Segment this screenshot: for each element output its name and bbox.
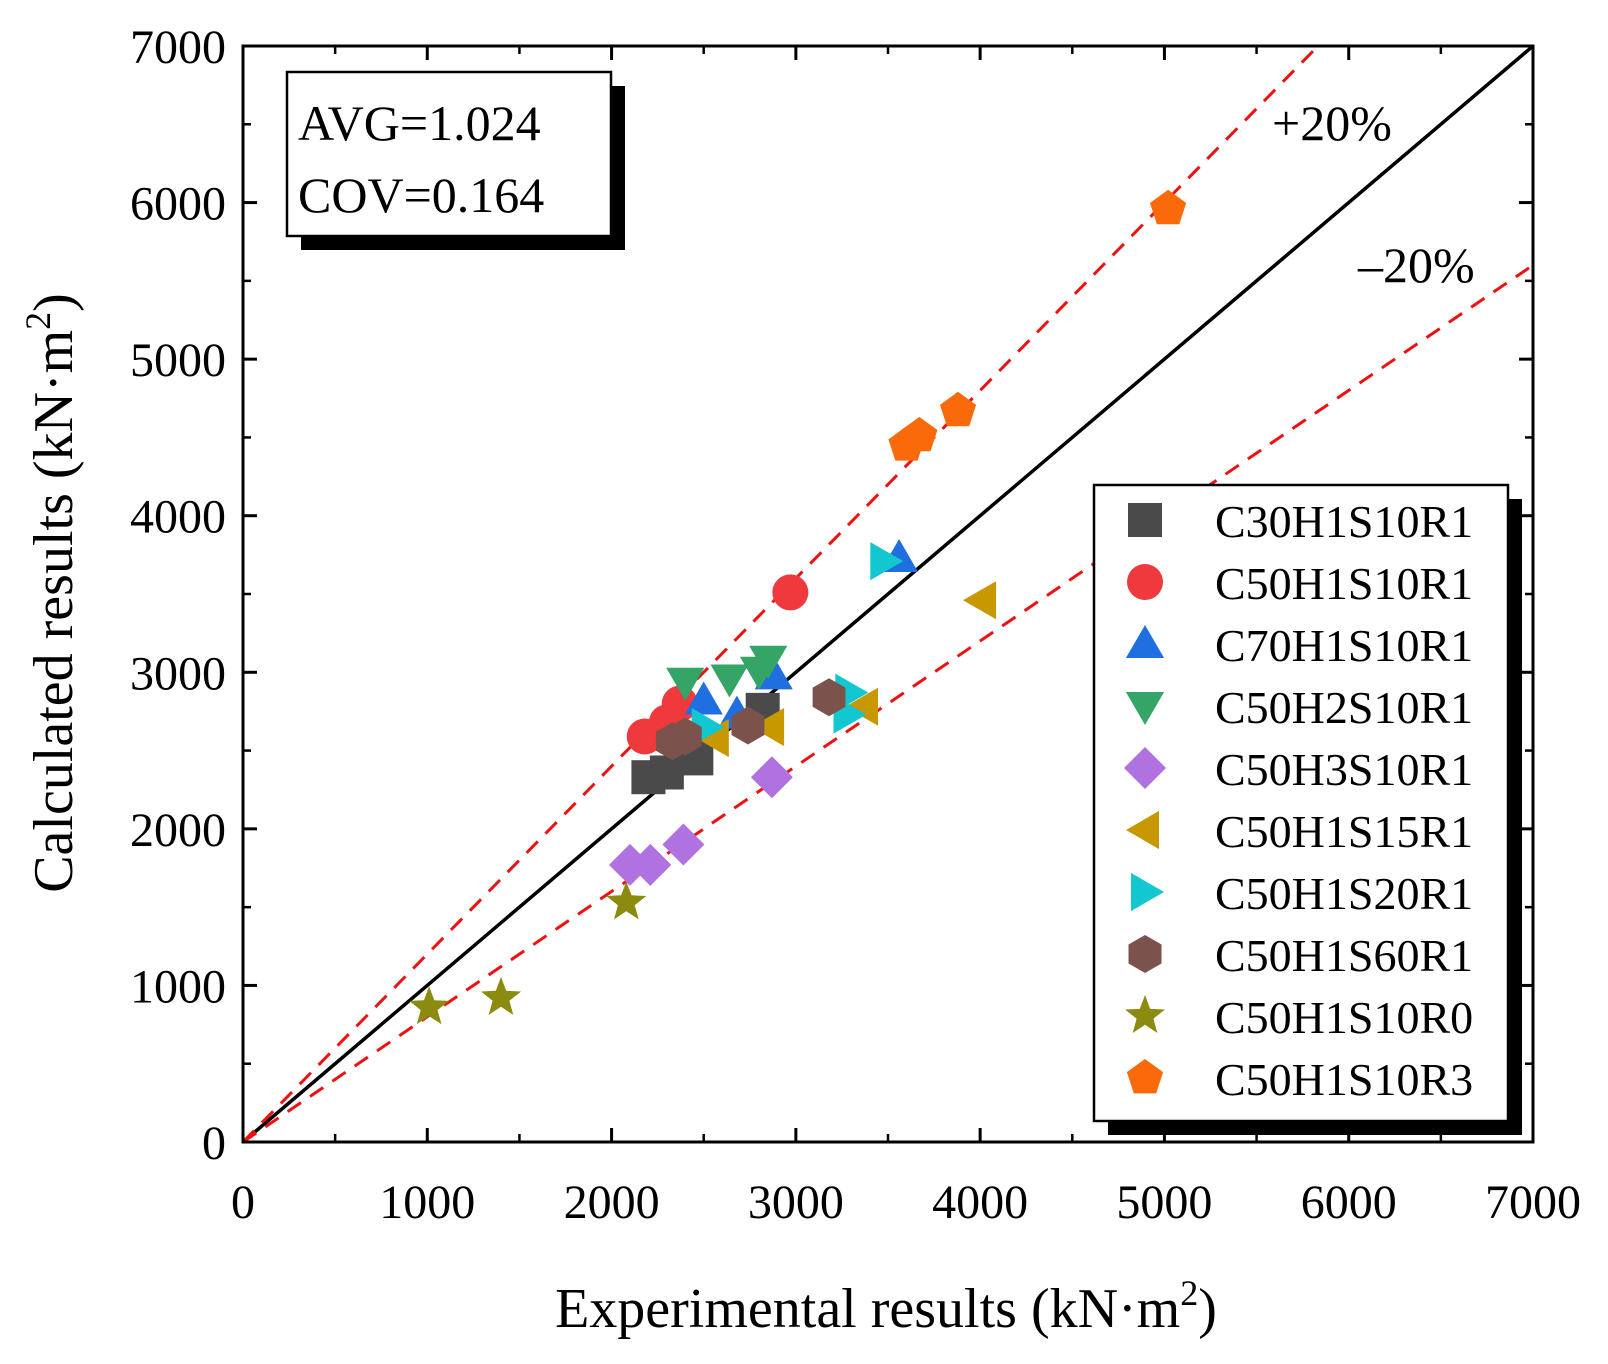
- data-point: [629, 843, 672, 886]
- data-points: [409, 189, 1187, 1025]
- data-point: [481, 977, 521, 1015]
- y-tick-label: 7000: [130, 21, 226, 74]
- data-point: [812, 678, 846, 717]
- y-tick-label: 6000: [130, 178, 226, 231]
- x-tick-label: 3000: [748, 1176, 844, 1229]
- axis-ticks: 0 1000 2000 3000 4000 5000 6000 7000 0 1000 2000 30…: [130, 21, 1581, 1229]
- legend-label: C50H1S20R1: [1215, 868, 1473, 919]
- data-point: [1150, 189, 1187, 225]
- legend-item: C50H2S10R1: [1125, 682, 1473, 733]
- x-tick-label: 4000: [932, 1176, 1028, 1229]
- x-axis-title-text: Experimental results (kN·m: [555, 1278, 1180, 1340]
- legend-marker: [1126, 1059, 1164, 1094]
- data-point: [684, 681, 723, 715]
- x-tick-label: 1000: [379, 1176, 475, 1229]
- series-C50H1S15R1: [695, 581, 996, 758]
- y-tick-label: 2000: [130, 804, 226, 857]
- series-C50H1S10R3: [888, 189, 1187, 461]
- y-axis-title-close: ): [23, 293, 85, 312]
- data-point: [750, 756, 793, 799]
- stats-box-frame: [285, 70, 613, 238]
- legend-item: C50H1S20R1: [1131, 868, 1473, 919]
- stats-box: AVG=1.024 COV=0.164: [285, 70, 625, 250]
- data-point: [649, 755, 684, 790]
- x-tick-label: 0: [231, 1176, 255, 1229]
- cov-stat: COV=0.164: [298, 167, 544, 223]
- legend-label: C50H2S10R1: [1215, 682, 1473, 733]
- legend-label: C50H1S10R1: [1215, 558, 1473, 609]
- legend-label: C50H1S10R3: [1215, 1054, 1473, 1105]
- legend-marker: [1128, 935, 1162, 973]
- legend-item: C50H1S10R3: [1126, 1054, 1473, 1105]
- y-tick-label: 5000: [130, 334, 226, 387]
- data-point: [666, 667, 705, 701]
- legend-item: C50H1S60R1: [1128, 930, 1473, 981]
- legend-item: C30H1S10R1: [1128, 496, 1473, 547]
- x-axis-title-sup: 2: [1180, 1273, 1198, 1313]
- data-point: [749, 645, 788, 679]
- data-point: [409, 986, 450, 1025]
- identity-line: [243, 46, 1533, 1142]
- series-C50H1S60R1: [655, 678, 846, 761]
- data-point: [845, 687, 878, 726]
- x-axis-title-close: ): [1198, 1278, 1217, 1340]
- data-point: [751, 708, 785, 747]
- legend-label: C50H3S10R1: [1215, 744, 1473, 795]
- data-point: [901, 416, 938, 452]
- legend-items: C30H1S10R1 C50H1S10R1 C70H1S10R1 C50H2S10R1…: [1124, 496, 1473, 1105]
- y-tick-label: 0: [202, 1117, 226, 1170]
- legend-item: C50H1S10R0: [1125, 992, 1473, 1043]
- legend-item: C50H1S15R1: [1126, 806, 1473, 857]
- y-axis-title-sup: 2: [18, 312, 58, 330]
- data-point: [940, 391, 977, 427]
- legend-marker: [1125, 692, 1165, 725]
- data-point: [754, 656, 793, 690]
- series-C50H3S10R1: [609, 756, 793, 886]
- data-point: [710, 664, 749, 698]
- legend-label: C50H1S60R1: [1215, 930, 1473, 981]
- legend-marker: [1131, 872, 1164, 912]
- y-axis-title: Calculated results (kN·m2): [18, 293, 85, 893]
- reference-line-2: [243, 263, 1533, 1142]
- legend-label: C30H1S10R1: [1215, 496, 1473, 547]
- legend-marker: [1125, 625, 1165, 658]
- y-tick-label: 3000: [130, 647, 226, 700]
- legend-marker: [1126, 810, 1159, 850]
- legend-marker: [1127, 564, 1163, 600]
- data-point: [870, 542, 904, 581]
- minus-20-label: –20%: [1357, 237, 1475, 293]
- legend-label: C50H1S15R1: [1215, 806, 1473, 857]
- series-C50H2S10R1: [666, 645, 788, 701]
- legend-item: C50H1S10R1: [1127, 558, 1473, 609]
- x-tick-label: 6000: [1301, 1176, 1397, 1229]
- series-C50H1S10R0: [409, 881, 647, 1025]
- y-tick-label: 4000: [130, 491, 226, 544]
- data-point: [963, 581, 996, 620]
- legend-marker: [1128, 503, 1162, 537]
- x-tick-label: 7000: [1485, 1176, 1581, 1229]
- data-point: [668, 717, 702, 756]
- x-tick-label: 5000: [1116, 1176, 1212, 1229]
- legend-marker: [1125, 995, 1165, 1033]
- legend: C30H1S10R1 C50H1S10R1 C70H1S10R1 C50H2S10R1…: [1092, 483, 1522, 1135]
- plus-20-label: +20%: [1272, 95, 1392, 151]
- x-axis-title: Experimental results (kN·m2): [555, 1273, 1217, 1340]
- avg-stat: AVG=1.024: [298, 95, 541, 151]
- legend-item: C50H3S10R1: [1124, 744, 1473, 795]
- legend-label: C70H1S10R1: [1215, 620, 1473, 671]
- y-tick-label: 1000: [130, 960, 226, 1013]
- legend-label: C50H1S10R0: [1215, 992, 1473, 1043]
- legend-marker: [1124, 747, 1166, 789]
- data-point: [606, 881, 647, 920]
- x-tick-label: 2000: [564, 1176, 660, 1229]
- data-point: [731, 706, 765, 745]
- data-point: [772, 574, 809, 611]
- y-axis-title-text: Calculated results (kN·m: [23, 330, 85, 893]
- data-point: [662, 823, 705, 866]
- legend-item: C70H1S10R1: [1125, 620, 1473, 671]
- legend-frame: [1092, 483, 1510, 1123]
